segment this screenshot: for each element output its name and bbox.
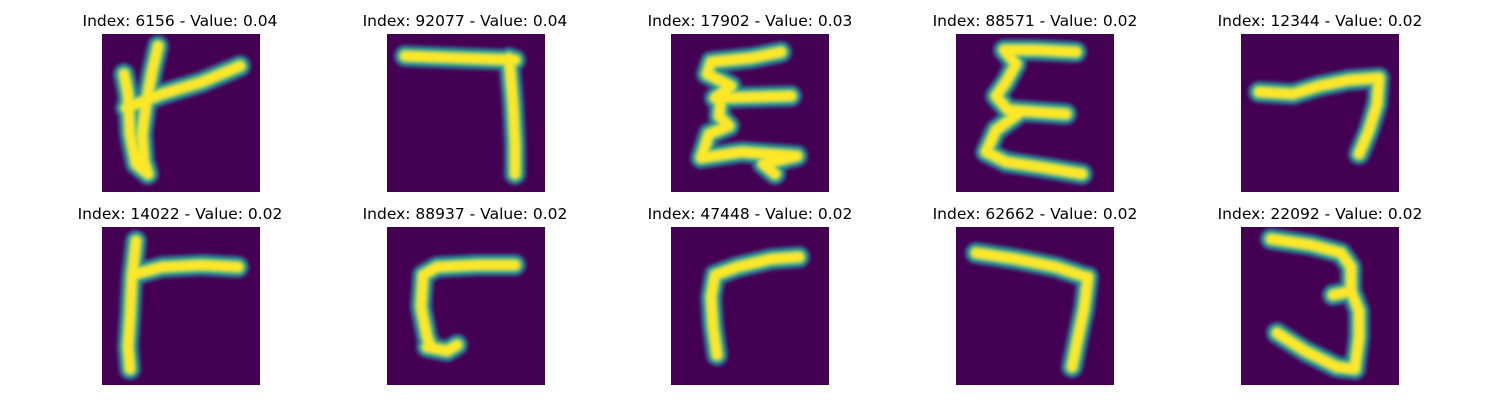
digit-stroke — [121, 61, 245, 113]
panel-title: Index: 17902 - Value: 0.03 — [647, 12, 853, 30]
digit-stroke — [416, 260, 520, 352]
digit-strokes — [394, 45, 526, 185]
digit-strokes — [410, 254, 526, 362]
digit-strokes — [113, 35, 251, 185]
digit-image — [956, 227, 1114, 385]
digit-stroke — [991, 45, 1081, 119]
digit-stroke — [504, 53, 520, 179]
panel-title: Index: 12344 - Value: 0.02 — [1217, 12, 1423, 30]
digit-stroke — [412, 256, 524, 356]
digit-stroke — [127, 260, 243, 280]
panel-title: Index: 88571 - Value: 0.02 — [932, 12, 1138, 30]
digit-stroke — [971, 248, 1091, 282]
digit-stroke — [1254, 73, 1384, 99]
digit-image — [1241, 227, 1399, 385]
panel-title: Index: 22092 - Value: 0.02 — [1217, 205, 1423, 223]
digit-image — [1241, 34, 1399, 192]
digit-stroke — [1346, 286, 1364, 372]
digit-image — [671, 227, 829, 385]
digit-image — [102, 34, 260, 192]
digit-image — [102, 227, 260, 385]
panel-title: Index: 14022 - Value: 0.02 — [77, 205, 283, 223]
digit-strokes — [1248, 67, 1390, 165]
digit-strokes — [965, 242, 1099, 378]
panel-title: Index: 6156 - Value: 0.04 — [82, 12, 278, 30]
digit-strokes — [700, 246, 810, 366]
digit-stroke — [702, 47, 796, 103]
digit-stroke — [400, 51, 520, 65]
digit-stroke — [706, 252, 804, 360]
digit-stroke — [1067, 272, 1093, 372]
digit-stroke — [981, 109, 1087, 179]
digit-stroke — [119, 41, 163, 179]
digit-stroke — [123, 236, 141, 374]
digit-stroke — [1354, 73, 1384, 159]
panel-title: Index: 47448 - Value: 0.02 — [647, 205, 853, 223]
digit-image — [387, 227, 545, 385]
panel-title: Index: 62662 - Value: 0.02 — [932, 205, 1138, 223]
digit-strokes — [690, 41, 808, 185]
digit-strokes — [117, 230, 249, 380]
digit-stroke — [1272, 328, 1360, 374]
digit-image — [671, 34, 829, 192]
panel-title: Index: 88937 - Value: 0.02 — [362, 205, 568, 223]
digit-image — [387, 34, 545, 192]
digit-image — [956, 34, 1114, 192]
digit-stroke — [422, 340, 462, 356]
digit-strokes — [975, 39, 1093, 185]
panel-title: Index: 92077 - Value: 0.04 — [362, 12, 568, 30]
digit-strokes — [1260, 228, 1370, 380]
digit-stroke — [696, 93, 802, 179]
